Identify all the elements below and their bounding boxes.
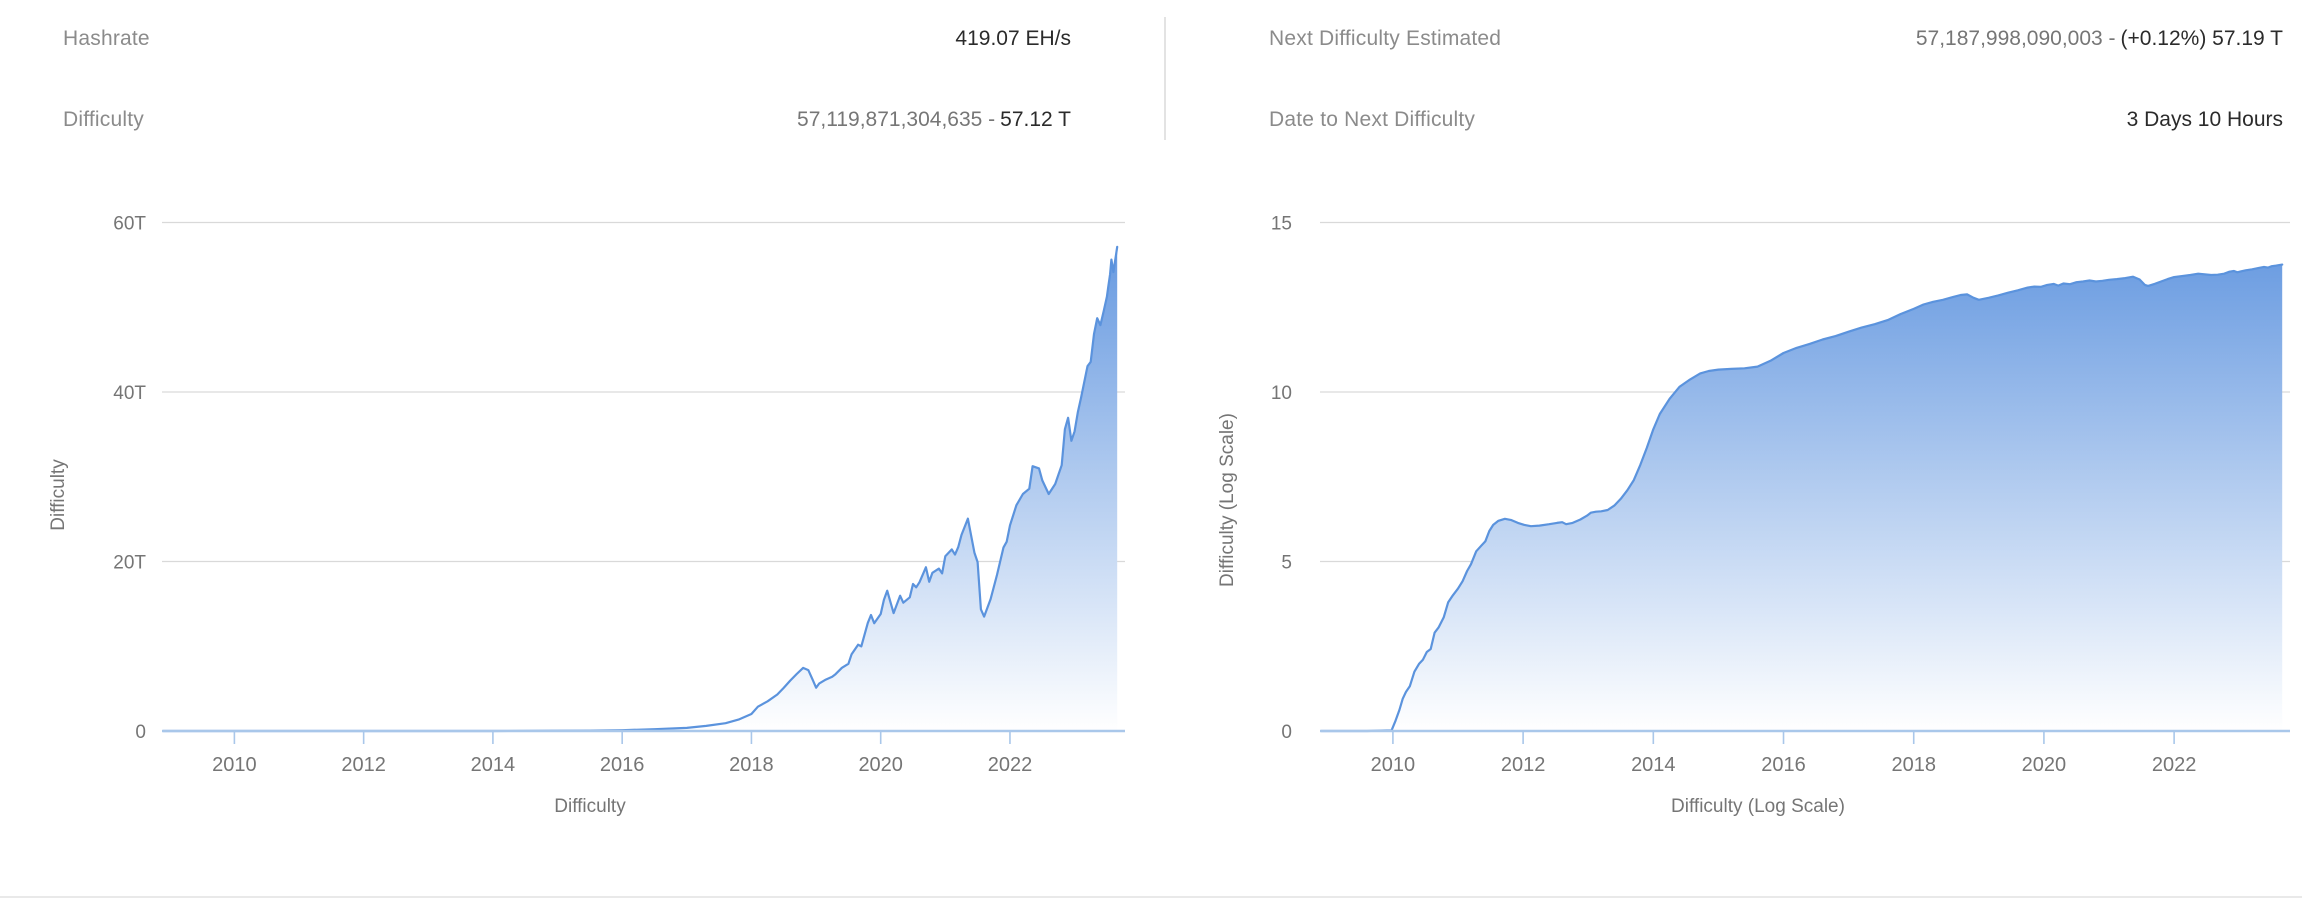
stats-section: Hashrate 419.07 EH/s Difficulty 57,119,8… [0, 0, 2302, 150]
difficulty-log-chart-svg[interactable]: 2010 2012 2014 2016 2018 2020 2022 0 5 10 15 Diffic… [1152, 150, 2302, 894]
x-tick-label: 2022 [2152, 754, 2197, 776]
y-tick-label: 15 [1271, 214, 1292, 235]
stats-column-left: Hashrate 419.07 EH/s Difficulty 57,119,8… [63, 0, 1071, 150]
x-tick-label: 2020 [858, 754, 903, 776]
x-tick-label: 2010 [212, 754, 257, 776]
difficulty-linear-chart-svg[interactable]: 2010 2012 2014 2016 2018 2020 2022 0 20T 40T 60T Di… [0, 150, 1151, 894]
y-tick-label: 0 [135, 722, 146, 743]
series-line [1320, 263, 2284, 733]
y-tick-label: 10 [1271, 383, 1292, 404]
y-tick-label: 60T [113, 214, 146, 235]
y-tick-label: 20T [113, 553, 146, 574]
series-line [162, 245, 1119, 733]
x-tick-label: 2010 [1371, 754, 1416, 776]
x-tick-label: 2012 [1501, 754, 1546, 776]
x-tick-label: 2014 [1631, 754, 1676, 776]
hashrate-value-strong: 419.07 EH/s [955, 27, 1071, 50]
stat-row-next-difficulty: Next Difficulty Estimated 57,187,998,090… [1269, 24, 2283, 54]
area-fill [1321, 264, 2283, 731]
x-axis-title: Difficulty [554, 796, 626, 817]
stats-divider [1164, 17, 1166, 140]
next-difficulty-label: Next Difficulty Estimated [1269, 27, 1502, 50]
next-difficulty-value-strong: (+0.12%) 57.19 T [2120, 27, 2283, 50]
next-difficulty-value: 57,187,998,090,003 - (+0.12%) 57.19 T [1916, 27, 2283, 51]
date-to-next-value: 3 Days 10 Hours [2122, 108, 2283, 132]
difficulty-linear-chart[interactable]: 2010 2012 2014 2016 2018 2020 2022 0 20T 40T 60T Di… [0, 150, 1151, 894]
difficulty-log-chart[interactable]: 2010 2012 2014 2016 2018 2020 2022 0 5 10 15 Diffic… [1152, 150, 2302, 894]
y-axis-title: Difficulty (Log Scale) [1217, 413, 1238, 587]
x-tick-label: 2014 [471, 754, 516, 776]
hashrate-value: 419.07 EH/s [950, 27, 1071, 51]
x-tick-label: 2016 [1761, 754, 1806, 776]
y-tick-label: 40T [113, 383, 146, 404]
difficulty-label: Difficulty [63, 108, 144, 131]
charts-section: 2010 2012 2014 2016 2018 2020 2022 0 20T 40T 60T Di… [0, 150, 2302, 894]
y-axis-title: Difficulty [48, 459, 69, 531]
hashrate-label: Hashrate [63, 27, 150, 50]
x-tick-label: 2018 [1891, 754, 1936, 776]
stat-row-date-to-next: Date to Next Difficulty 3 Days 10 Hours [1269, 105, 2283, 135]
x-axis-title: Difficulty (Log Scale) [1671, 796, 1845, 817]
x-tick-label: 2022 [988, 754, 1033, 776]
area-fill [163, 246, 1118, 731]
stat-row-hashrate: Hashrate 419.07 EH/s [63, 24, 1071, 54]
x-tick-label: 2018 [729, 754, 774, 776]
x-tick-label: 2020 [2022, 754, 2067, 776]
x-tick-label: 2012 [341, 754, 386, 776]
y-tick-label: 5 [1281, 553, 1292, 574]
date-to-next-value-strong: 3 Days 10 Hours [2126, 108, 2283, 131]
difficulty-value-strong: 57.12 T [1000, 108, 1071, 131]
x-tick-label: 2016 [600, 754, 645, 776]
next-difficulty-value-muted: 57,187,998,090,003 - [1915, 27, 2116, 50]
difficulty-value: 57,119,871,304,635 -57.12 T [797, 108, 1071, 132]
difficulty-value-muted: 57,119,871,304,635 - [797, 108, 996, 131]
date-to-next-label: Date to Next Difficulty [1269, 108, 1476, 131]
y-tick-label: 0 [1281, 722, 1292, 743]
stat-row-difficulty: Difficulty 57,119,871,304,635 -57.12 T [63, 105, 1071, 135]
stats-column-right: Next Difficulty Estimated 57,187,998,090… [1269, 0, 2283, 150]
